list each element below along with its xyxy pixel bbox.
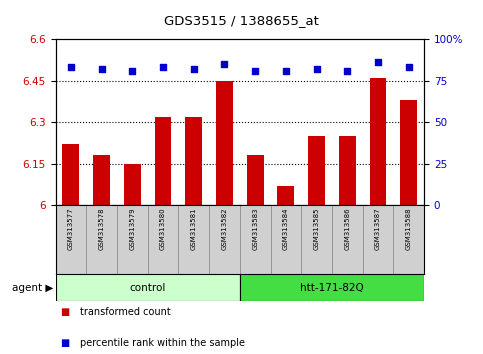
Bar: [62, 144, 79, 205]
Bar: [216, 81, 233, 205]
Bar: [247, 155, 264, 205]
Bar: [240, 274, 424, 301]
Point: [98, 66, 105, 72]
Bar: [363, 205, 393, 274]
Bar: [277, 186, 294, 205]
Bar: [301, 205, 332, 274]
Text: GSM313580: GSM313580: [160, 207, 166, 250]
Text: percentile rank within the sample: percentile rank within the sample: [80, 338, 245, 348]
Text: GSM313577: GSM313577: [68, 207, 74, 250]
Point: [313, 66, 320, 72]
Text: GSM313583: GSM313583: [252, 207, 258, 250]
Text: htt-171-82Q: htt-171-82Q: [300, 282, 364, 293]
Text: GSM313579: GSM313579: [129, 207, 135, 250]
Text: GSM313585: GSM313585: [313, 207, 320, 250]
Bar: [209, 205, 240, 274]
Text: GSM313584: GSM313584: [283, 207, 289, 250]
Point: [67, 64, 75, 70]
Point: [374, 59, 382, 65]
Bar: [270, 205, 301, 274]
Bar: [393, 205, 424, 274]
Bar: [148, 205, 178, 274]
Bar: [124, 164, 141, 205]
Text: GSM313578: GSM313578: [99, 207, 105, 250]
Bar: [155, 116, 171, 205]
Bar: [339, 136, 356, 205]
Bar: [117, 205, 148, 274]
Text: GSM313588: GSM313588: [406, 207, 412, 250]
Text: GSM313581: GSM313581: [191, 207, 197, 250]
Point: [159, 64, 167, 70]
Bar: [56, 205, 86, 274]
Text: agent ▶: agent ▶: [12, 282, 53, 293]
Point: [343, 68, 351, 73]
Point: [221, 61, 228, 67]
Bar: [56, 274, 240, 301]
Text: ■: ■: [60, 307, 70, 316]
Text: GSM313587: GSM313587: [375, 207, 381, 250]
Bar: [332, 205, 363, 274]
Point: [282, 68, 290, 73]
Point: [405, 64, 412, 70]
Bar: [86, 205, 117, 274]
Text: GDS3515 / 1388655_at: GDS3515 / 1388655_at: [164, 14, 319, 27]
Point: [128, 68, 136, 73]
Bar: [93, 155, 110, 205]
Text: GSM313582: GSM313582: [221, 207, 227, 250]
Bar: [178, 205, 209, 274]
Point: [251, 68, 259, 73]
Text: ■: ■: [60, 338, 70, 348]
Text: GSM313586: GSM313586: [344, 207, 350, 250]
Bar: [308, 136, 325, 205]
Bar: [400, 100, 417, 205]
Text: control: control: [129, 282, 166, 293]
Text: transformed count: transformed count: [80, 307, 170, 316]
Bar: [185, 116, 202, 205]
Bar: [369, 78, 386, 205]
Bar: [240, 205, 270, 274]
Point: [190, 66, 198, 72]
